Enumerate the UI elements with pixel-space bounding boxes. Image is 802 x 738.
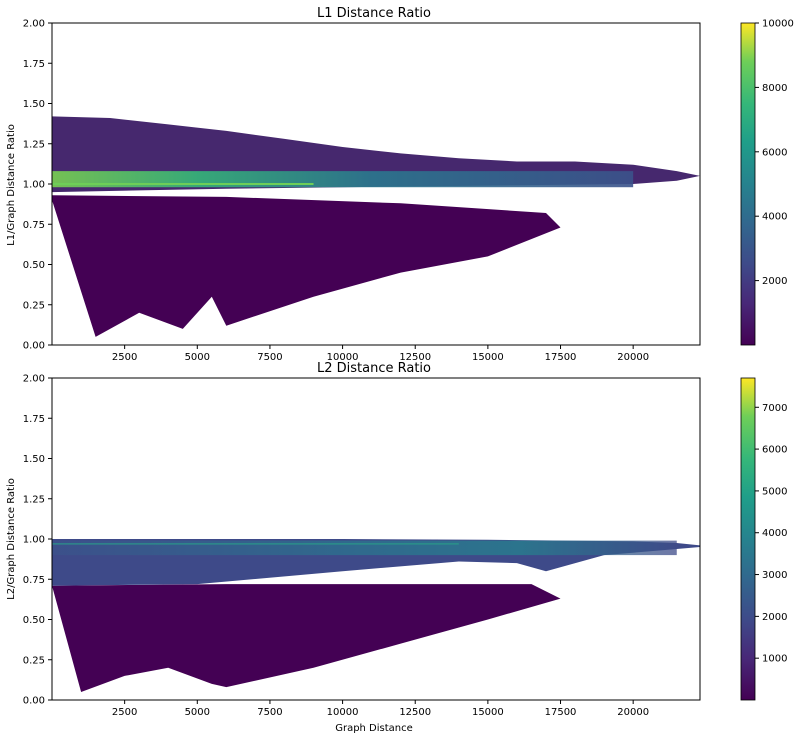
colorbar-ticks: 1000 2000 3000 4000 5000 6000 7000	[755, 403, 787, 665]
colorbar-tick-label: 6000	[762, 445, 787, 456]
x-tick-label: 7500	[257, 707, 282, 718]
plot-frame	[51, 377, 701, 701]
x-tick-label: 10000	[327, 352, 359, 363]
y-axis-ticks: 0.00 0.25 0.50 0.75 1.00 1.25 1.50 1.75 2.00	[23, 374, 52, 707]
y-tick-label: 0.50	[23, 260, 45, 271]
y-tick-label: 1.75	[23, 414, 45, 425]
y-axis-label: L2/Graph Distance Ratio	[6, 478, 17, 600]
x-tick-label: 5000	[185, 352, 210, 363]
colorbar-tick-label: 1000	[762, 654, 787, 665]
y-tick-label: 2.00	[23, 374, 45, 385]
x-axis-ticks: 2500 5000 7500 10000 12500 15000 17500 20000	[112, 345, 649, 363]
colorbar-tick-label: 10000	[762, 19, 794, 30]
density-band	[52, 540, 677, 556]
y-axis-ticks: 0.00 0.25 0.50 0.75 1.00 1.25 1.50 1.75 2.00	[23, 19, 52, 352]
colorbar: 1000 2000 3000 4000 5000 6000 7000	[740, 377, 787, 701]
y-axis-label: L1/Graph Distance Ratio	[6, 124, 17, 246]
colorbar-scale	[740, 377, 756, 701]
colorbar-tick-label: 4000	[762, 212, 787, 223]
x-tick-label: 12500	[399, 352, 431, 363]
y-tick-label: 1.25	[23, 494, 45, 505]
colorbar-tick-label: 3000	[762, 570, 787, 581]
x-tick-label: 2500	[112, 707, 137, 718]
colorbar-tick-label: 2000	[762, 276, 787, 287]
colorbar-scale	[740, 22, 756, 346]
x-axis-label: Graph Distance	[335, 723, 413, 734]
colorbar-tick-label: 5000	[762, 486, 787, 497]
y-tick-label: 0.25	[23, 300, 45, 311]
plot-area: 2500 5000 7500 10000 12500 15000 17500 20000 0.…	[23, 19, 701, 363]
x-tick-label: 10000	[327, 707, 359, 718]
y-tick-label: 0.75	[23, 575, 45, 586]
y-tick-label: 0.50	[23, 615, 45, 626]
lower-spray-region	[52, 584, 561, 692]
y-tick-label: 1.00	[23, 180, 45, 191]
colorbar-tick-label: 6000	[762, 147, 787, 158]
chart-title: L1 Distance Ratio	[317, 6, 431, 21]
y-tick-label: 0.75	[23, 220, 45, 231]
chart-title: L2 Distance Ratio	[317, 361, 431, 376]
l2-chart-panel: L2 Distance Ratio L2/Graph Distance Rati…	[6, 361, 787, 734]
plot-area: 2500 5000 7500 10000 12500 15000 17500 20000 0.…	[23, 374, 701, 718]
colorbar-ticks: 2000 4000 6000 8000 10000	[755, 19, 794, 287]
x-tick-label: 7500	[257, 352, 282, 363]
colorbar-tick-label: 4000	[762, 528, 787, 539]
x-tick-label: 15000	[472, 707, 504, 718]
x-tick-label: 15000	[472, 352, 504, 363]
plot-frame	[51, 22, 701, 346]
colorbar: 2000 4000 6000 8000 10000	[740, 19, 794, 346]
y-tick-label: 1.25	[23, 139, 45, 150]
x-tick-label: 20000	[617, 707, 649, 718]
x-tick-label: 12500	[399, 707, 431, 718]
x-tick-label: 17500	[545, 707, 577, 718]
x-tick-label: 2500	[112, 352, 137, 363]
y-tick-label: 2.00	[23, 19, 45, 30]
x-tick-label: 17500	[545, 352, 577, 363]
l1-chart-panel: L1 Distance Ratio L1/Graph Distance Rati…	[6, 6, 794, 363]
x-tick-label: 20000	[617, 352, 649, 363]
y-tick-label: 1.50	[23, 454, 45, 465]
y-tick-label: 1.50	[23, 99, 45, 110]
y-tick-label: 1.00	[23, 535, 45, 546]
colorbar-tick-label: 8000	[762, 83, 787, 94]
y-tick-label: 1.75	[23, 59, 45, 70]
y-tick-label: 0.25	[23, 655, 45, 666]
x-axis-ticks: 2500 5000 7500 10000 12500 15000 17500 20000	[112, 700, 649, 718]
x-tick-label: 5000	[185, 707, 210, 718]
colorbar-tick-label: 2000	[762, 612, 787, 623]
y-tick-label: 0.00	[23, 696, 45, 707]
lower-spray-region	[52, 195, 561, 337]
colorbar-tick-label: 7000	[762, 403, 787, 414]
y-tick-label: 0.00	[23, 341, 45, 352]
